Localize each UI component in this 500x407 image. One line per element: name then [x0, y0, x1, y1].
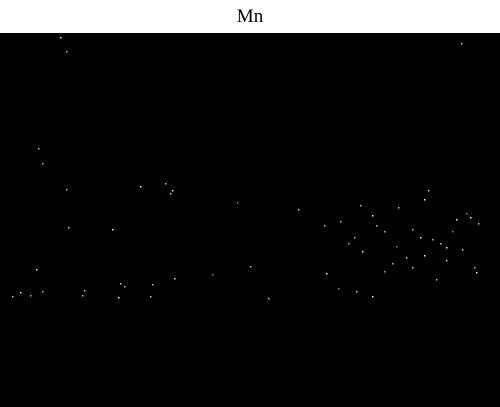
signal-dot: [424, 199, 426, 201]
signal-dot: [478, 223, 480, 225]
signal-dot: [461, 43, 463, 45]
signal-dot: [476, 272, 478, 274]
signal-dot: [356, 291, 358, 293]
signal-dot: [474, 267, 476, 269]
signal-dot: [436, 279, 438, 281]
signal-dot: [384, 231, 386, 233]
signal-dot: [470, 217, 472, 219]
signal-dot: [174, 278, 176, 280]
signal-dot: [140, 186, 142, 188]
signal-dot: [392, 263, 394, 265]
signal-dot: [172, 190, 174, 192]
signal-dot: [66, 51, 68, 53]
signal-dot: [250, 266, 252, 268]
signal-dot: [340, 221, 342, 223]
signal-dot: [82, 295, 84, 297]
signal-dot: [428, 190, 430, 192]
element-map-title: Mn: [236, 6, 264, 27]
signal-dot: [412, 267, 414, 269]
signal-dot: [84, 290, 86, 292]
signal-dot: [462, 249, 464, 251]
signal-dot: [362, 251, 364, 253]
elemental-map-image: [0, 33, 500, 407]
signal-dot: [12, 296, 14, 298]
signal-dot: [212, 274, 214, 276]
signal-dot: [60, 37, 62, 39]
signal-dot: [150, 296, 152, 298]
signal-dot: [42, 163, 44, 165]
signal-dot: [376, 225, 378, 227]
signal-dot: [348, 243, 350, 245]
signal-dot: [396, 246, 398, 248]
signal-dot: [446, 247, 448, 249]
signal-dot: [372, 215, 374, 217]
map-title-bar: Mn: [0, 0, 500, 33]
signal-dot: [298, 209, 300, 211]
signal-dot: [324, 225, 326, 227]
signal-dot: [120, 283, 122, 285]
signal-dot: [446, 260, 448, 262]
signal-dots-canvas: [12, 37, 480, 300]
signal-dot: [66, 189, 68, 191]
signal-dot: [68, 227, 70, 229]
signal-dot: [372, 296, 374, 298]
signal-dot: [237, 202, 239, 204]
signal-dot: [165, 183, 167, 185]
signal-dot: [424, 255, 426, 257]
signal-dot: [118, 297, 120, 299]
signal-dot: [432, 239, 434, 241]
signal-dot: [30, 295, 32, 297]
signal-dot: [338, 288, 340, 290]
signal-dot: [326, 273, 328, 275]
signal-dot: [112, 229, 114, 231]
signal-dot: [20, 292, 22, 294]
signal-dot: [466, 213, 468, 215]
signal-dot: [38, 148, 40, 150]
signal-dot: [360, 205, 362, 207]
signal-dot: [170, 193, 172, 195]
signal-dot: [412, 229, 414, 231]
signal-dot: [406, 257, 408, 259]
signal-dot: [452, 231, 454, 233]
signal-dot: [384, 271, 386, 273]
signal-dot: [124, 286, 126, 288]
signal-dot: [456, 219, 458, 221]
signal-dot: [152, 284, 154, 286]
signal-dot: [354, 237, 356, 239]
signal-dot: [42, 291, 44, 293]
signal-dot: [420, 237, 422, 239]
signal-dot: [36, 269, 38, 271]
signal-dot: [268, 298, 270, 300]
signal-dot: [440, 243, 442, 245]
signal-dot: [398, 207, 400, 209]
